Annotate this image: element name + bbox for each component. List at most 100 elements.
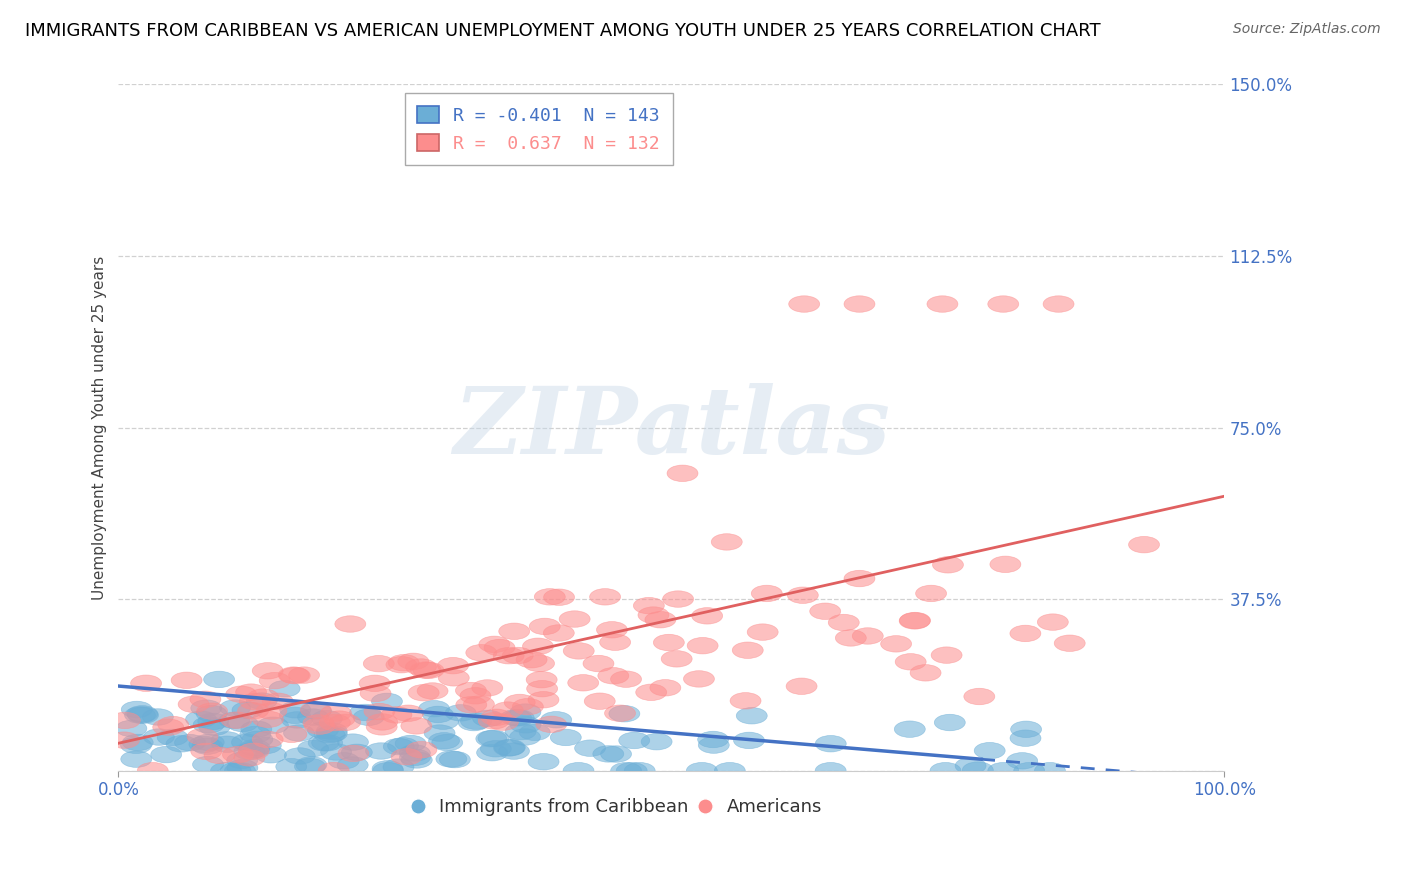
Y-axis label: Unemployment Among Youth under 25 years: Unemployment Among Youth under 25 years [93, 255, 107, 599]
Ellipse shape [478, 713, 509, 729]
Ellipse shape [191, 743, 222, 760]
Ellipse shape [240, 726, 271, 743]
Ellipse shape [935, 714, 966, 731]
Ellipse shape [610, 763, 641, 779]
Ellipse shape [195, 706, 228, 722]
Ellipse shape [371, 693, 402, 710]
Ellipse shape [900, 613, 931, 629]
Ellipse shape [212, 736, 243, 753]
Ellipse shape [432, 734, 463, 751]
Ellipse shape [527, 681, 558, 697]
Ellipse shape [221, 763, 252, 779]
Ellipse shape [932, 557, 963, 573]
Ellipse shape [127, 706, 157, 722]
Ellipse shape [367, 714, 398, 731]
Ellipse shape [499, 743, 530, 759]
Ellipse shape [284, 747, 315, 764]
Ellipse shape [302, 714, 333, 731]
Ellipse shape [301, 703, 332, 719]
Ellipse shape [536, 716, 567, 732]
Ellipse shape [395, 735, 426, 752]
Ellipse shape [373, 763, 404, 779]
Ellipse shape [269, 681, 299, 697]
Ellipse shape [844, 570, 875, 587]
Ellipse shape [929, 763, 960, 779]
Ellipse shape [143, 729, 174, 746]
Ellipse shape [1129, 536, 1160, 553]
Ellipse shape [225, 763, 256, 779]
Ellipse shape [384, 739, 415, 755]
Ellipse shape [191, 700, 222, 716]
Ellipse shape [510, 704, 541, 721]
Ellipse shape [204, 671, 235, 688]
Ellipse shape [900, 612, 931, 629]
Ellipse shape [661, 650, 692, 667]
Ellipse shape [988, 296, 1019, 312]
Ellipse shape [250, 738, 281, 754]
Ellipse shape [962, 762, 993, 779]
Ellipse shape [990, 556, 1021, 573]
Ellipse shape [252, 731, 283, 747]
Ellipse shape [256, 747, 287, 763]
Ellipse shape [600, 746, 631, 763]
Ellipse shape [880, 636, 911, 652]
Ellipse shape [965, 689, 995, 705]
Ellipse shape [392, 705, 423, 722]
Ellipse shape [683, 671, 714, 687]
Ellipse shape [638, 607, 669, 624]
Ellipse shape [263, 693, 294, 709]
Ellipse shape [252, 663, 283, 679]
Ellipse shape [526, 672, 557, 688]
Ellipse shape [1010, 625, 1040, 641]
Ellipse shape [456, 682, 486, 698]
Ellipse shape [915, 585, 946, 602]
Ellipse shape [413, 662, 444, 679]
Ellipse shape [350, 704, 381, 721]
Ellipse shape [257, 717, 288, 733]
Ellipse shape [481, 709, 512, 725]
Ellipse shape [239, 739, 270, 756]
Ellipse shape [246, 693, 277, 709]
Ellipse shape [512, 698, 543, 714]
Text: ZIPatlas: ZIPatlas [453, 383, 890, 473]
Ellipse shape [472, 710, 503, 727]
Ellipse shape [198, 719, 229, 736]
Ellipse shape [314, 727, 344, 743]
Ellipse shape [204, 747, 235, 764]
Ellipse shape [575, 740, 606, 756]
Ellipse shape [1035, 763, 1066, 779]
Ellipse shape [319, 714, 350, 731]
Ellipse shape [342, 744, 373, 761]
Ellipse shape [481, 740, 512, 757]
Ellipse shape [666, 465, 697, 482]
Ellipse shape [288, 667, 319, 683]
Ellipse shape [233, 743, 264, 760]
Ellipse shape [835, 630, 866, 646]
Ellipse shape [278, 667, 309, 683]
Ellipse shape [193, 734, 224, 750]
Ellipse shape [910, 665, 941, 681]
Ellipse shape [418, 682, 449, 699]
Ellipse shape [304, 718, 335, 734]
Ellipse shape [359, 675, 389, 691]
Ellipse shape [562, 763, 593, 779]
Text: IMMIGRANTS FROM CARIBBEAN VS AMERICAN UNEMPLOYMENT AMONG YOUTH UNDER 25 YEARS CO: IMMIGRANTS FROM CARIBBEAN VS AMERICAN UN… [25, 22, 1101, 40]
Ellipse shape [284, 725, 315, 741]
Ellipse shape [308, 734, 339, 751]
Ellipse shape [337, 745, 368, 762]
Ellipse shape [411, 662, 441, 678]
Ellipse shape [529, 691, 560, 708]
Ellipse shape [609, 706, 640, 722]
Ellipse shape [583, 656, 614, 672]
Ellipse shape [142, 709, 173, 725]
Ellipse shape [239, 693, 270, 710]
Ellipse shape [1043, 296, 1074, 312]
Ellipse shape [197, 703, 228, 719]
Ellipse shape [211, 763, 242, 779]
Ellipse shape [238, 703, 269, 719]
Ellipse shape [121, 751, 152, 767]
Ellipse shape [550, 729, 581, 746]
Ellipse shape [955, 757, 986, 774]
Ellipse shape [439, 751, 471, 768]
Ellipse shape [560, 611, 591, 627]
